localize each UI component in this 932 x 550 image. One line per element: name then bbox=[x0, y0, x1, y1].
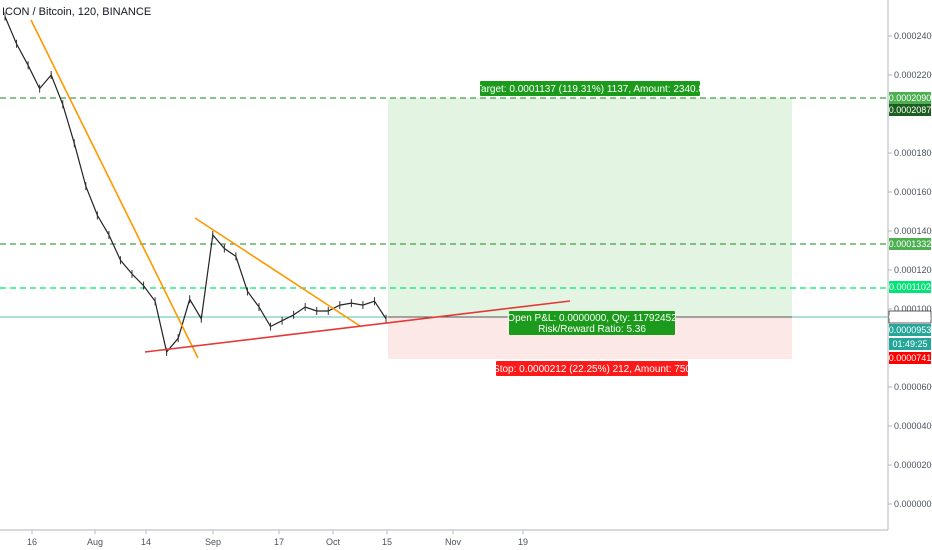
pnl-label-line2: Risk/Reward Ratio: 5.36 bbox=[538, 324, 646, 335]
price-tag bbox=[889, 338, 931, 350]
price-tag-label: 0.0002090 bbox=[889, 93, 932, 103]
pnl-label-box bbox=[509, 311, 675, 335]
wedge-upper-line bbox=[194, 217, 361, 327]
stop-label-box bbox=[496, 361, 688, 376]
x-tick-label: 15 bbox=[382, 537, 392, 547]
x-tick-label: Nov bbox=[445, 537, 462, 547]
price-tag bbox=[889, 238, 931, 250]
price-tag-label: 0.0000741 bbox=[889, 353, 932, 363]
pnl-label-line1: Open P&L: 0.0000000, Qty: 11792452 bbox=[507, 313, 677, 324]
price-tag bbox=[888, 310, 932, 324]
price-tag bbox=[889, 352, 931, 364]
price-tag-label: 0.0000953 bbox=[889, 325, 932, 335]
price-tag bbox=[889, 92, 931, 104]
price-series-line bbox=[4, 16, 387, 354]
chart-title: ICON / Bitcoin, 120, BINANCE bbox=[2, 6, 152, 18]
target-zone bbox=[388, 98, 792, 317]
x-tick-label: 16 bbox=[27, 537, 37, 547]
x-tick-label: Aug bbox=[87, 537, 103, 547]
price-tag bbox=[889, 104, 931, 116]
support-line bbox=[144, 300, 571, 353]
x-tick-label: Sep bbox=[205, 537, 221, 547]
price-tag bbox=[889, 324, 931, 336]
stop-label: Stop: 0.0000212 (22.25%) 212, Amount: 75… bbox=[493, 364, 691, 375]
y-tick-label: 0.0000000 bbox=[894, 499, 932, 509]
x-tick-label: Oct bbox=[326, 537, 341, 547]
price-tag-label: 0.0001102 bbox=[889, 282, 931, 292]
price-tag bbox=[889, 281, 931, 293]
x-tick-label: 19 bbox=[518, 537, 528, 547]
price-tag-label: 0.0000953 bbox=[889, 312, 932, 322]
price-tag-label: 0.0002087 bbox=[889, 105, 932, 115]
price-tag-label: 0.0001332 bbox=[889, 239, 932, 249]
target-label: Target: 0.0001137 (119.31%) 1137, Amount… bbox=[476, 84, 704, 95]
target-label-box bbox=[480, 81, 700, 96]
price-tag-label: 01:49:25 bbox=[892, 339, 927, 349]
downtrend-line bbox=[30, 19, 199, 359]
x-tick-label: 17 bbox=[274, 537, 284, 547]
x-tick-label: 14 bbox=[141, 537, 151, 547]
